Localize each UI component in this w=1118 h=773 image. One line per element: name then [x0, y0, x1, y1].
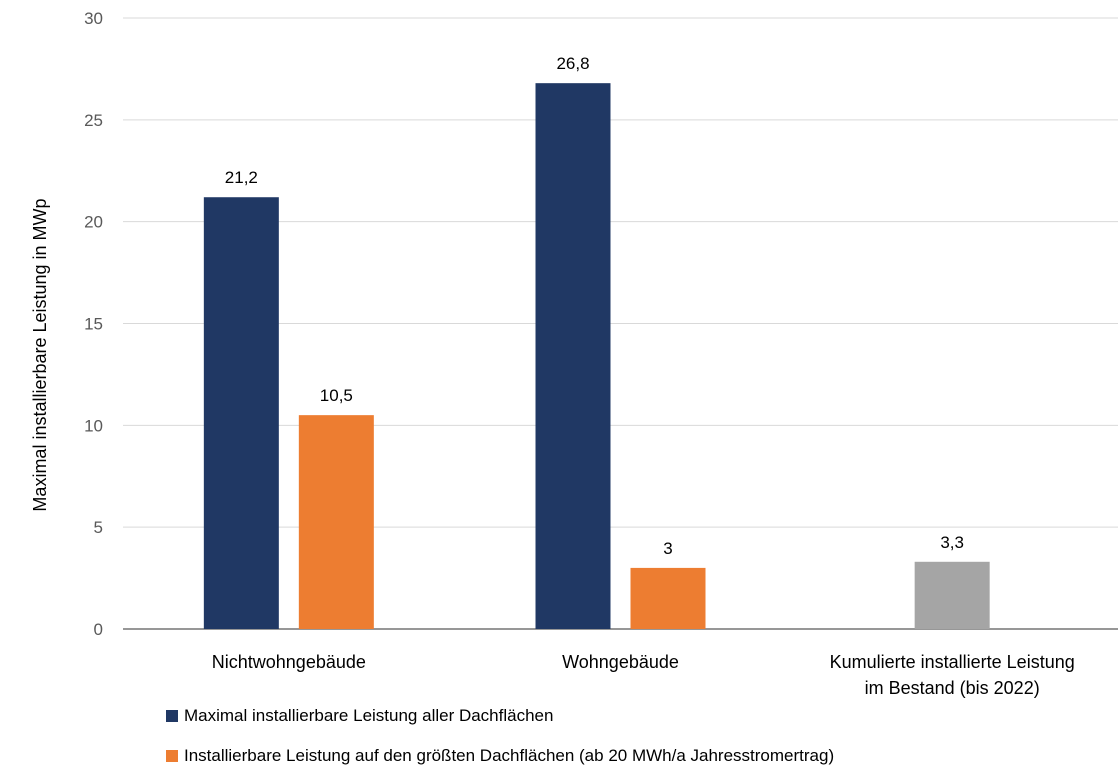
- data-labels: 21,2 10,5 26,8 3 3,3: [225, 54, 964, 558]
- data-label: 3: [663, 539, 672, 558]
- legend-item-series-2: Installierbare Leistung auf den größten …: [166, 746, 834, 766]
- legend-swatch-series-1: [166, 710, 178, 722]
- data-label: 26,8: [556, 54, 589, 73]
- y-tick-label: 25: [84, 111, 103, 130]
- data-label: 21,2: [225, 168, 258, 187]
- y-axis-label: Maximal installierbare Leistung in MWp: [30, 198, 50, 511]
- bar-series-2-category-2: [630, 567, 706, 629]
- bar-series-3-category-3: [914, 561, 990, 629]
- y-tick-label: 5: [94, 518, 103, 537]
- bar-series-2-category-1: [298, 415, 374, 629]
- y-axis-ticks: 0 5 10 15 20 25 30: [84, 9, 103, 639]
- legend-label-series-2: Installierbare Leistung auf den größten …: [184, 746, 835, 765]
- legend-swatch-series-2: [166, 750, 178, 762]
- y-tick-label: 30: [84, 9, 103, 28]
- x-category-label: Nichtwohngebäude: [212, 652, 366, 672]
- data-label: 3,3: [940, 533, 964, 552]
- x-axis-categories: Nichtwohngebäude Wohngebäude Kumulierte in…: [212, 652, 1075, 698]
- bar-series-1-category-1: [203, 197, 279, 629]
- x-category-label: Wohngebäude: [562, 652, 679, 672]
- x-category-label: Kumulierte installierte Leistung: [830, 652, 1075, 672]
- legend-label-series-1: Maximal installierbare Leistung aller Da…: [184, 706, 554, 725]
- y-tick-label: 20: [84, 213, 103, 232]
- y-tick-label: 10: [84, 416, 103, 435]
- data-label: 10,5: [320, 386, 353, 405]
- x-category-label: im Bestand (bis 2022): [865, 678, 1040, 698]
- y-tick-label: 15: [84, 315, 103, 334]
- legend-item-series-1: Maximal installierbare Leistung aller Da…: [166, 706, 553, 726]
- bars: [203, 83, 990, 629]
- bar-series-1-category-2: [535, 83, 611, 629]
- y-tick-label: 0: [94, 620, 103, 639]
